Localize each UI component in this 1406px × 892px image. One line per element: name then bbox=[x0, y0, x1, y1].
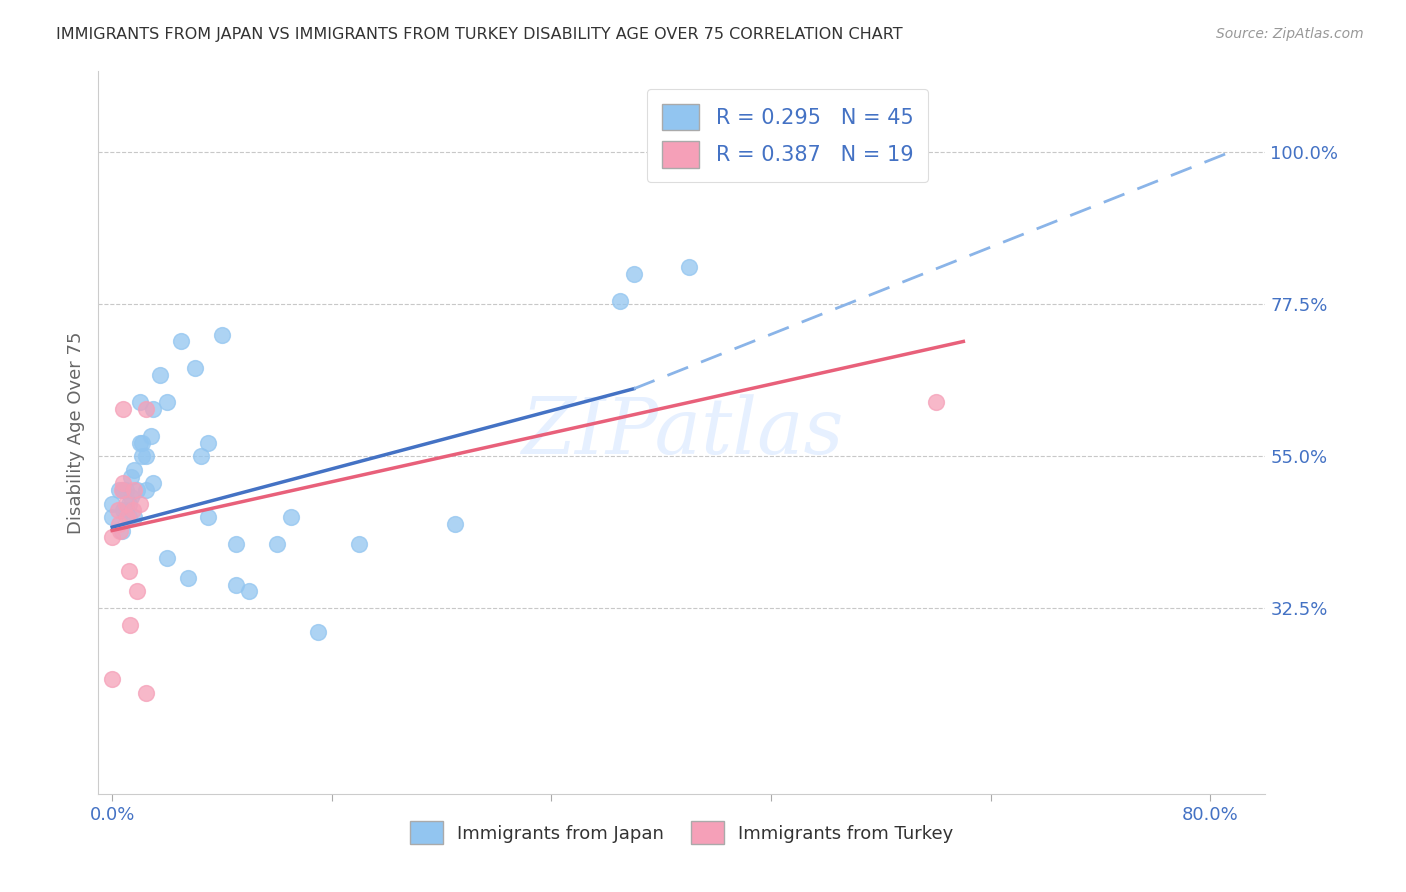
Point bbox=[307, 624, 329, 639]
Point bbox=[211, 327, 233, 342]
Point bbox=[131, 449, 153, 463]
Text: ZIPatlas: ZIPatlas bbox=[520, 394, 844, 471]
Point bbox=[176, 571, 198, 585]
Point bbox=[122, 463, 145, 477]
Point bbox=[125, 483, 148, 497]
Point bbox=[623, 267, 645, 281]
Point bbox=[112, 402, 135, 417]
Point bbox=[101, 672, 124, 686]
Point bbox=[925, 395, 948, 409]
Point bbox=[122, 483, 145, 497]
Point bbox=[125, 584, 148, 599]
Text: IMMIGRANTS FROM JAPAN VS IMMIGRANTS FROM TURKEY DISABILITY AGE OVER 75 CORRELATI: IMMIGRANTS FROM JAPAN VS IMMIGRANTS FROM… bbox=[56, 27, 903, 42]
Point bbox=[131, 435, 153, 450]
Point bbox=[238, 584, 260, 599]
Point bbox=[156, 550, 179, 565]
Point bbox=[135, 449, 157, 463]
Point bbox=[115, 503, 138, 517]
Point bbox=[121, 503, 143, 517]
Point bbox=[110, 524, 132, 538]
Point bbox=[112, 476, 135, 491]
Text: Source: ZipAtlas.com: Source: ZipAtlas.com bbox=[1216, 27, 1364, 41]
Point bbox=[115, 496, 138, 510]
Point bbox=[111, 483, 134, 497]
Point bbox=[122, 510, 145, 524]
Point bbox=[139, 429, 162, 443]
Point bbox=[128, 395, 150, 409]
Point bbox=[115, 483, 138, 497]
Point bbox=[156, 395, 179, 409]
Point bbox=[280, 510, 302, 524]
Point bbox=[183, 361, 205, 376]
Point bbox=[117, 510, 139, 524]
Point bbox=[101, 510, 124, 524]
Point bbox=[266, 537, 288, 551]
Point bbox=[117, 510, 139, 524]
Point bbox=[120, 490, 142, 504]
Point bbox=[108, 483, 131, 497]
Point bbox=[225, 577, 247, 591]
Point bbox=[118, 618, 141, 632]
Point bbox=[117, 564, 139, 578]
Point bbox=[112, 483, 135, 497]
Point bbox=[142, 402, 165, 417]
Point bbox=[149, 368, 172, 383]
Point bbox=[609, 293, 631, 308]
Point bbox=[101, 496, 124, 510]
Point bbox=[225, 537, 247, 551]
Point bbox=[117, 496, 139, 510]
Point bbox=[190, 449, 212, 463]
Point bbox=[107, 503, 129, 517]
Point bbox=[128, 435, 150, 450]
Point bbox=[444, 516, 467, 531]
Point bbox=[135, 685, 157, 699]
Point bbox=[135, 402, 157, 417]
Point bbox=[197, 510, 219, 524]
Point bbox=[197, 435, 219, 450]
Legend: Immigrants from Japan, Immigrants from Turkey: Immigrants from Japan, Immigrants from T… bbox=[401, 813, 963, 854]
Point bbox=[678, 260, 700, 275]
Point bbox=[111, 524, 134, 538]
Point bbox=[101, 530, 124, 544]
Point bbox=[142, 476, 165, 491]
Point bbox=[349, 537, 371, 551]
Point bbox=[128, 496, 150, 510]
Y-axis label: Disability Age Over 75: Disability Age Over 75 bbox=[66, 331, 84, 534]
Point bbox=[135, 483, 157, 497]
Point bbox=[112, 503, 135, 517]
Point bbox=[120, 469, 142, 483]
Point bbox=[108, 516, 131, 531]
Point bbox=[170, 334, 193, 349]
